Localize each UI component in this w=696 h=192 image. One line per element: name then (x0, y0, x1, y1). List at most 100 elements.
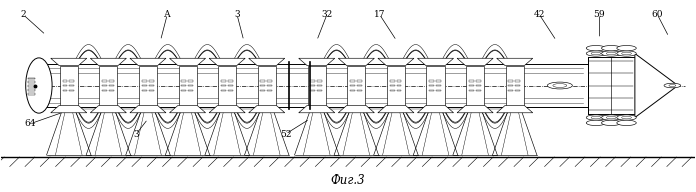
Text: 2: 2 (21, 11, 26, 20)
Bar (63, 80, 68, 82)
Circle shape (617, 46, 636, 51)
Bar (29, 85, 35, 87)
Bar (228, 89, 232, 91)
Bar (100, 65, 118, 106)
Bar (29, 93, 35, 95)
Bar (221, 80, 226, 82)
Bar (29, 89, 35, 91)
Bar (308, 65, 326, 106)
Bar (63, 89, 68, 91)
Bar (221, 85, 226, 86)
Text: 3: 3 (134, 130, 139, 139)
Polygon shape (299, 106, 335, 113)
Bar (350, 80, 355, 82)
Bar (70, 89, 74, 91)
Text: 60: 60 (651, 10, 663, 19)
Bar (350, 89, 355, 91)
Bar (347, 65, 365, 106)
Circle shape (601, 46, 621, 51)
Bar (188, 85, 193, 86)
Circle shape (622, 116, 631, 119)
Bar (397, 89, 402, 91)
Polygon shape (418, 106, 454, 113)
Bar (317, 80, 322, 82)
Bar (429, 89, 434, 91)
Bar (102, 85, 107, 86)
Text: 59: 59 (594, 10, 606, 19)
Circle shape (622, 52, 631, 55)
Circle shape (606, 52, 616, 55)
Bar (149, 80, 154, 82)
Bar (506, 65, 523, 106)
Bar (350, 85, 355, 86)
Circle shape (591, 52, 601, 55)
Bar (60, 65, 78, 106)
Bar (109, 89, 114, 91)
Bar (258, 65, 276, 106)
Polygon shape (130, 58, 166, 65)
Polygon shape (378, 106, 414, 113)
Polygon shape (209, 58, 245, 65)
Bar (109, 85, 114, 86)
Bar (188, 80, 193, 82)
Polygon shape (338, 58, 374, 65)
Bar (310, 85, 315, 86)
Bar (70, 80, 74, 82)
Bar (469, 80, 474, 82)
Circle shape (617, 120, 636, 126)
Bar (466, 65, 484, 106)
Circle shape (586, 115, 606, 120)
Bar (390, 85, 395, 86)
Bar (260, 80, 265, 82)
Circle shape (664, 83, 681, 88)
Bar (509, 80, 514, 82)
Polygon shape (90, 58, 127, 65)
Circle shape (586, 46, 606, 51)
Circle shape (601, 115, 621, 120)
Bar (27, 78, 40, 93)
Polygon shape (170, 58, 205, 65)
Polygon shape (338, 106, 374, 113)
Bar (29, 81, 35, 83)
Bar (516, 89, 521, 91)
Bar (149, 85, 154, 86)
Bar (29, 78, 35, 79)
Bar (429, 80, 434, 82)
Bar (587, 57, 635, 114)
Polygon shape (130, 106, 166, 113)
Text: 17: 17 (374, 10, 385, 19)
Bar (109, 80, 114, 82)
Circle shape (601, 120, 621, 126)
Bar (228, 80, 232, 82)
Bar (397, 80, 402, 82)
Bar (181, 89, 186, 91)
Bar (310, 80, 315, 82)
Circle shape (617, 51, 636, 56)
Polygon shape (378, 58, 414, 65)
Bar (181, 80, 186, 82)
Bar (102, 80, 107, 82)
Text: 42: 42 (533, 10, 545, 19)
Circle shape (669, 84, 676, 86)
Circle shape (606, 116, 616, 119)
Bar (469, 85, 474, 86)
Bar (429, 85, 434, 86)
Bar (149, 89, 154, 91)
Bar (267, 89, 272, 91)
Bar (310, 89, 315, 91)
Bar (397, 85, 402, 86)
Bar (142, 85, 147, 86)
Bar (63, 85, 68, 86)
Polygon shape (418, 58, 454, 65)
Bar (218, 65, 236, 106)
Bar (436, 85, 441, 86)
Bar (436, 80, 441, 82)
Bar (516, 85, 521, 86)
Polygon shape (51, 58, 87, 65)
Circle shape (617, 115, 636, 120)
Text: Фиг.3: Фиг.3 (331, 174, 365, 187)
Polygon shape (248, 58, 285, 65)
Polygon shape (497, 106, 532, 113)
Bar (390, 89, 395, 91)
Text: 3: 3 (234, 10, 239, 19)
